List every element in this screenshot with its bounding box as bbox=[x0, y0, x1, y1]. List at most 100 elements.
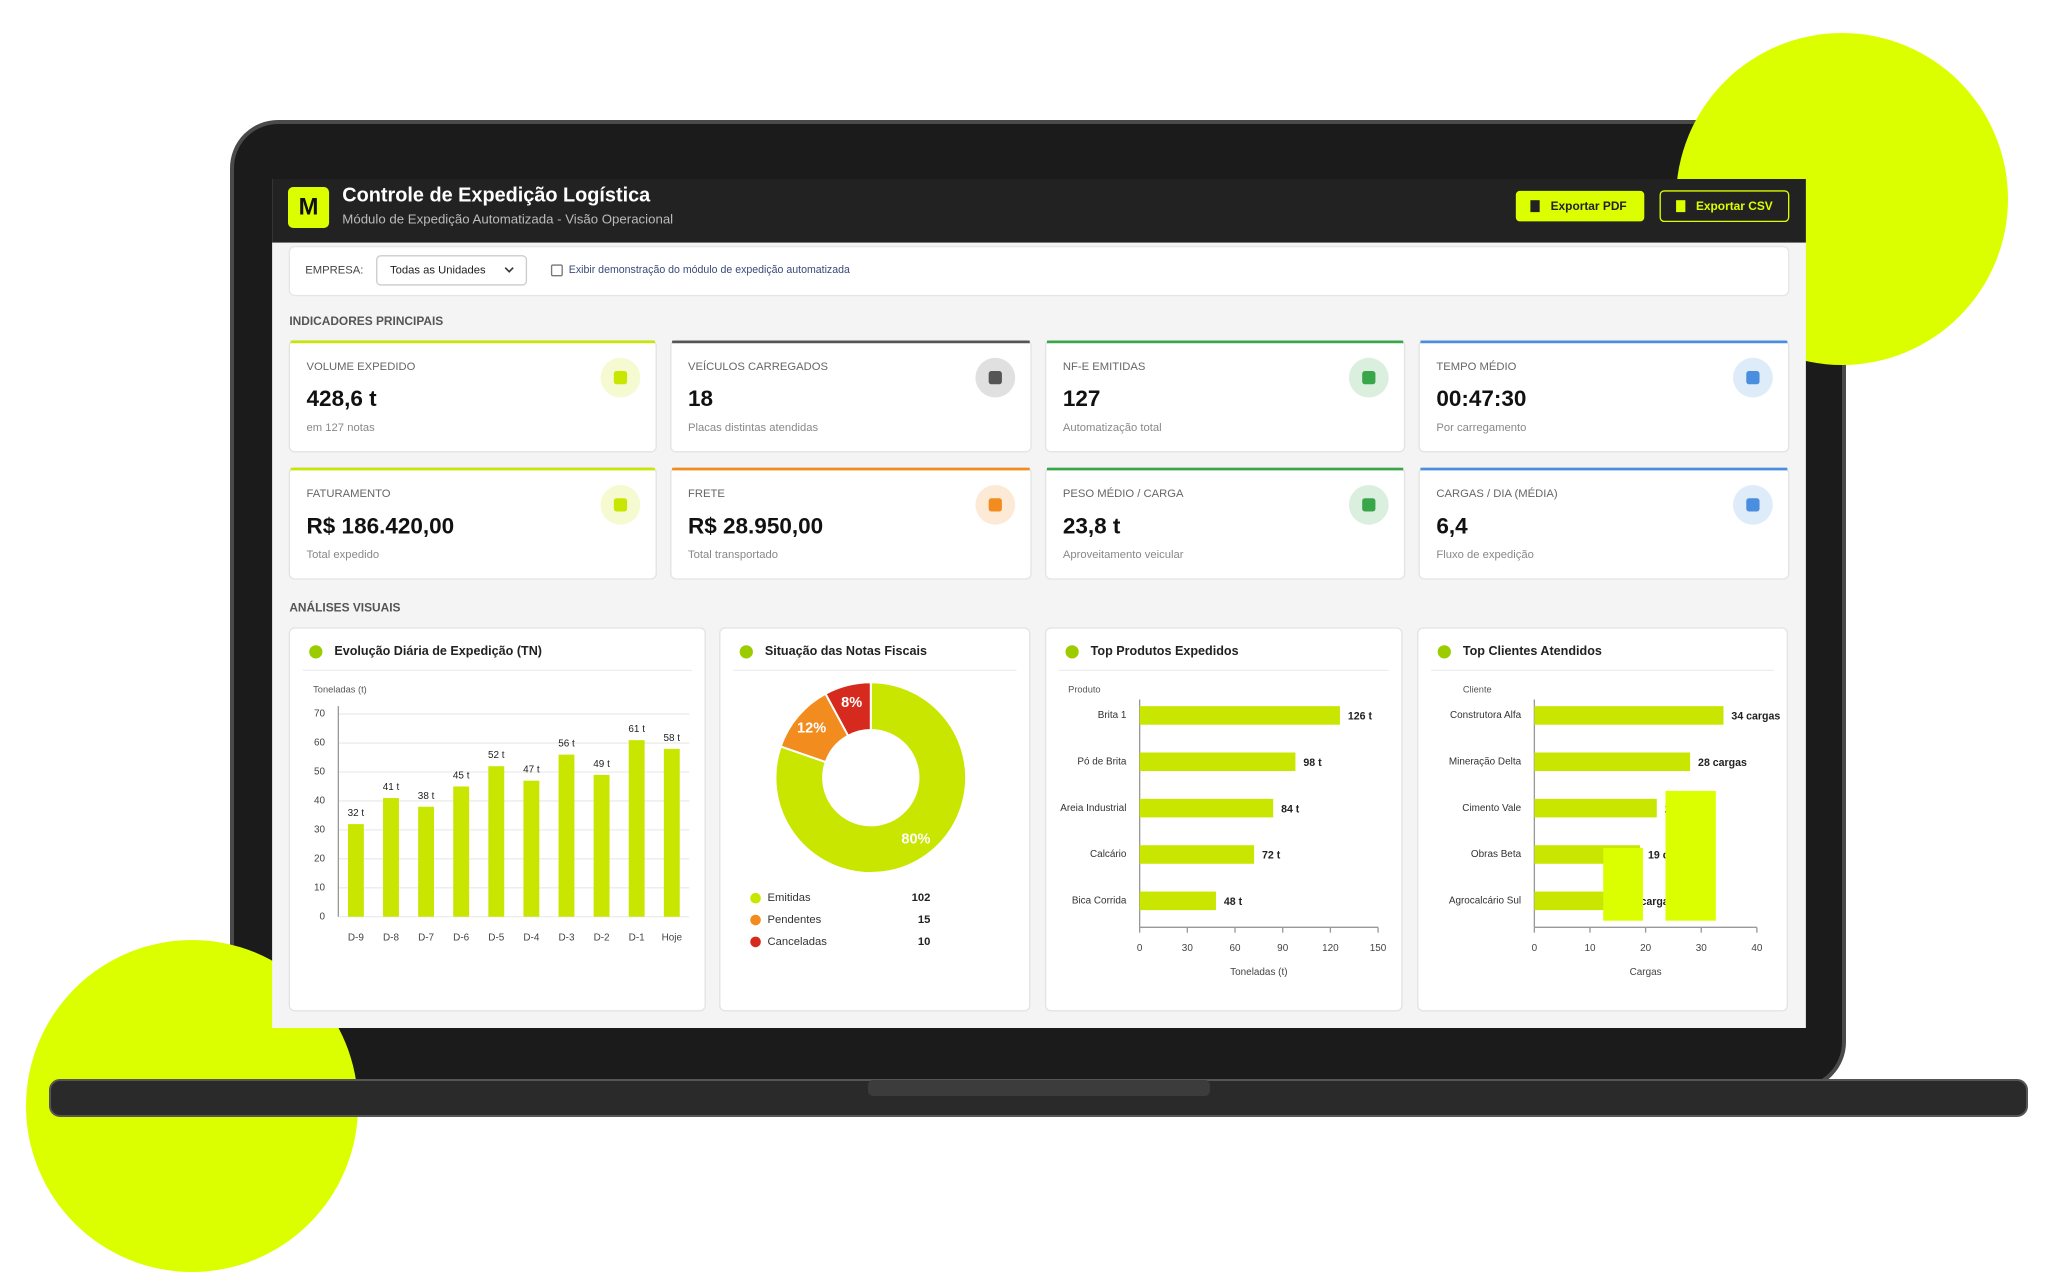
legend-value: 10 bbox=[918, 936, 931, 948]
bar bbox=[1139, 891, 1216, 911]
kpi-value: 00:47:30 bbox=[1436, 386, 1526, 411]
value-label: 41 t bbox=[383, 782, 400, 793]
kpi-accent bbox=[1046, 467, 1404, 471]
company-select[interactable] bbox=[376, 255, 528, 286]
y-tick-label: 50 bbox=[314, 767, 326, 778]
kpi-accent bbox=[290, 340, 655, 344]
value-label: 32 t bbox=[348, 808, 365, 819]
export-pdf-label[interactable]: Exportar PDF bbox=[1551, 199, 1627, 213]
dashboard-screen: M Controle de Expedição Logística Módulo… bbox=[272, 179, 1806, 1028]
kpi-accent bbox=[672, 340, 1030, 344]
header-subtitle: Módulo de Expedição Automatizada - Visão… bbox=[342, 212, 673, 227]
slice-label: 12% bbox=[797, 721, 826, 737]
legend-dot bbox=[750, 914, 761, 926]
category-label: Agrocalcário Sul bbox=[1449, 895, 1521, 906]
bar bbox=[1534, 891, 1618, 911]
section-title: INDICADORES PRINCIPAIS bbox=[289, 314, 443, 328]
legend-dot bbox=[750, 892, 761, 904]
pie-slice bbox=[824, 681, 872, 738]
value-label: 56 t bbox=[558, 739, 575, 750]
kpi-note: Fluxo de expedição bbox=[1436, 549, 1534, 561]
overlay-block bbox=[1665, 790, 1716, 921]
category-label: Calcário bbox=[1090, 849, 1127, 860]
kpi-label: FATURAMENTO bbox=[307, 488, 391, 500]
bar bbox=[663, 748, 680, 917]
x-tick-label: D-4 bbox=[523, 933, 539, 944]
legend-value: 15 bbox=[918, 914, 931, 926]
overlay-block bbox=[1603, 847, 1643, 921]
kpi-note: em 127 notas bbox=[307, 422, 376, 434]
y-tick-label: 0 bbox=[320, 911, 326, 922]
slice-label: 80% bbox=[901, 832, 930, 848]
select-value[interactable]: Todas as Unidades bbox=[390, 264, 486, 276]
value-label: 28 cargas bbox=[1698, 757, 1747, 769]
kpi-value: 18 bbox=[688, 386, 713, 411]
chart-title: Situação das Notas Fiscais bbox=[765, 644, 927, 658]
export-csv-label[interactable]: Exportar CSV bbox=[1696, 199, 1773, 213]
legend-dot bbox=[750, 936, 761, 948]
y-tick-label: 10 bbox=[314, 882, 326, 893]
value-label: 47 t bbox=[523, 765, 540, 776]
header-title: Controle de Expedição Logística bbox=[342, 184, 651, 206]
kpi-label: NF-E EMITIDAS bbox=[1063, 361, 1146, 373]
legend-label: Canceladas bbox=[767, 936, 827, 948]
kpi-label: CARGAS / DIA (MÉDIA) bbox=[1436, 487, 1558, 500]
bar bbox=[347, 824, 364, 917]
kpi-icon bbox=[1362, 498, 1376, 512]
kpi-note: Aproveitamento veicular bbox=[1063, 549, 1184, 561]
value-label: 84 t bbox=[1281, 803, 1300, 815]
x-axis-label: Cargas bbox=[1630, 967, 1662, 978]
x-tick-label: 10 bbox=[1584, 943, 1596, 954]
export-pdf-button[interactable] bbox=[1515, 190, 1645, 222]
bar bbox=[453, 786, 470, 917]
value-label: 45 t bbox=[453, 770, 470, 781]
kpi-icon bbox=[988, 498, 1002, 512]
pie-slice bbox=[774, 681, 968, 874]
category-label: Construtora Alfa bbox=[1450, 710, 1522, 721]
kpi-accent bbox=[1046, 340, 1404, 344]
y-tick-label: 20 bbox=[314, 853, 326, 864]
filter-bar bbox=[288, 245, 1790, 297]
kpi-value: 23,8 t bbox=[1063, 513, 1121, 538]
x-tick-label: 150 bbox=[1370, 943, 1387, 954]
chevron bbox=[504, 267, 514, 273]
y-tick-label: 60 bbox=[314, 738, 326, 749]
y-axis-label: Cliente bbox=[1463, 685, 1492, 695]
section-title: ANÁLISES VISUAIS bbox=[289, 599, 400, 614]
kpi-label: FRETE bbox=[688, 488, 725, 500]
y-axis-label: Toneladas (t) bbox=[313, 685, 367, 695]
bar bbox=[628, 740, 645, 917]
kpi-icon bbox=[1362, 371, 1376, 385]
bar bbox=[1534, 706, 1724, 725]
category-label: Areia Industrial bbox=[1060, 803, 1126, 814]
y-tick-label: 70 bbox=[314, 709, 326, 720]
kpi-icon bbox=[613, 498, 628, 512]
x-tick-label: D-2 bbox=[594, 933, 610, 944]
value-label: 72 t bbox=[1262, 850, 1281, 862]
value-label: 49 t bbox=[593, 759, 610, 770]
bar bbox=[418, 806, 435, 917]
kpi-value: 6,4 bbox=[1436, 513, 1468, 538]
x-tick-label: D-3 bbox=[558, 933, 574, 944]
kpi-card bbox=[1418, 339, 1790, 453]
y-axis-label: Produto bbox=[1068, 685, 1100, 695]
x-tick-label: D-5 bbox=[488, 933, 504, 944]
x-tick-label: D-6 bbox=[453, 933, 469, 944]
chart-title: Top Produtos Expedidos bbox=[1091, 644, 1239, 658]
bar bbox=[1139, 798, 1274, 818]
value-label: 52 t bbox=[488, 750, 505, 761]
kpi-accent bbox=[1420, 340, 1788, 344]
export-csv-button[interactable] bbox=[1659, 190, 1790, 223]
x-axis-label: Toneladas (t) bbox=[1230, 967, 1287, 978]
checkbox-label[interactable]: Exibir demonstração do módulo de expediç… bbox=[569, 264, 850, 276]
kpi-card bbox=[670, 339, 1032, 453]
value-label: 38 t bbox=[418, 791, 435, 802]
kpi-note: Por carregamento bbox=[1436, 422, 1526, 434]
y-tick-label: 30 bbox=[314, 825, 326, 836]
legend-label: Pendentes bbox=[767, 914, 821, 926]
kpi-icon bbox=[613, 371, 628, 385]
demo-checkbox[interactable] bbox=[550, 264, 563, 277]
chart-title: Evolução Diária de Expedição (TN) bbox=[334, 644, 542, 658]
legend-label: Emitidas bbox=[767, 892, 811, 904]
